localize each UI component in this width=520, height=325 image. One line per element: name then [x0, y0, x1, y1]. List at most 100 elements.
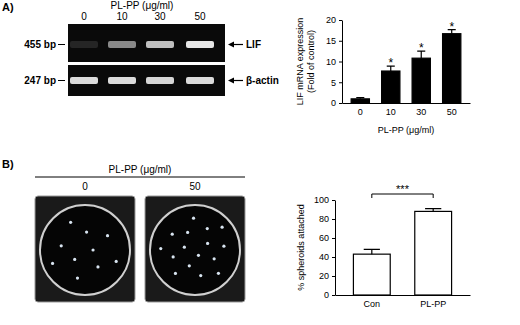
y-axis-title: % spheroids attached	[296, 204, 306, 291]
gel: PL-PP (μg/ml)0103050455 bpLIF247 bpβ-act…	[24, 0, 278, 96]
error-bar	[364, 249, 380, 254]
well-label: 50	[189, 181, 201, 192]
tick-mark	[339, 103, 342, 104]
well	[150, 205, 240, 295]
tick-label: 80	[319, 214, 329, 224]
significance: *	[419, 41, 424, 55]
error-bar	[425, 209, 441, 212]
tick-label: 40	[319, 252, 329, 262]
gel-band	[70, 77, 98, 84]
y-tick: 0	[324, 290, 335, 300]
gel-band	[108, 77, 136, 84]
x-axis: Con PL-PP	[336, 296, 471, 310]
y-tick: 5	[331, 78, 342, 88]
spheroid	[60, 244, 63, 247]
spheroid	[213, 257, 216, 260]
y-tick: 60	[319, 233, 335, 243]
well-frame	[35, 196, 135, 302]
y-tick: 10	[326, 57, 342, 67]
x-tick: 10	[386, 107, 396, 117]
tick-label: 50	[447, 107, 457, 117]
band-arrow-head	[228, 42, 234, 48]
y-tick: 80	[319, 214, 335, 224]
tick-label: 20	[326, 15, 336, 25]
plot-area	[351, 30, 461, 103]
x-axis-title: PL-PP (μg/ml)	[378, 125, 435, 135]
y-tick: 20	[326, 15, 342, 25]
spheroid	[171, 233, 174, 236]
spheroid	[222, 245, 225, 248]
spheroid	[186, 231, 189, 234]
spheroid	[192, 217, 195, 220]
spheroid	[76, 276, 79, 279]
bar	[412, 58, 430, 103]
annotation: ***	[396, 183, 410, 195]
y-axis: 05101520	[326, 15, 343, 108]
band-arrow-head	[228, 78, 234, 84]
significance: *	[449, 20, 454, 34]
axis-line	[335, 201, 336, 296]
tick-label: 10	[326, 57, 336, 67]
spheroid	[159, 247, 162, 250]
spheroid	[206, 227, 209, 230]
y-tick: 15	[326, 36, 342, 46]
tick-label: 30	[416, 107, 426, 117]
bar-chart: 051015200103050***LIF mRNA expression(Fo…	[295, 15, 471, 135]
well-label: 0	[82, 181, 88, 192]
tick-label: PL-PP	[420, 299, 446, 309]
tick-label: 0	[324, 290, 329, 300]
tick-mark	[339, 62, 342, 63]
x-tick: Con	[364, 299, 381, 309]
bar	[443, 34, 461, 103]
spheroid	[172, 255, 175, 258]
gel-band	[186, 77, 214, 84]
tick-mark	[339, 20, 342, 21]
spheroid	[91, 248, 94, 251]
spheroid	[51, 262, 54, 265]
gel-band	[108, 41, 136, 48]
lane-label: 0	[81, 11, 87, 22]
spheroid	[221, 226, 224, 229]
spheroid	[85, 230, 88, 233]
band-name: β-actin	[246, 75, 279, 86]
tick-mark	[339, 82, 342, 83]
band-dash	[58, 44, 65, 45]
figure: A)B)PL-PP (μg/ml)0103050455 bpLIF247 bpβ…	[0, 0, 520, 325]
band-dash	[58, 80, 65, 81]
tick-mark	[332, 238, 335, 239]
wells: PL-PP (μg/ml)050	[35, 164, 245, 302]
error-bar	[356, 98, 364, 99]
gel-band	[146, 41, 174, 48]
band-name: LIF	[246, 39, 261, 50]
plot-area	[353, 209, 451, 295]
y-axis: 020406080100	[314, 195, 336, 300]
tick-label: 100	[314, 195, 329, 205]
tick-mark	[332, 276, 335, 277]
x-tick: PL-PP	[420, 299, 446, 309]
title-rule	[35, 177, 245, 178]
bar-chart: 020406080100ConPL-PP***% spheroids attac…	[296, 183, 471, 309]
well-frame	[145, 196, 245, 302]
band-size: 247 bp	[24, 75, 56, 86]
gel-band	[146, 77, 174, 84]
spheroid	[199, 274, 202, 277]
lane-label: 10	[116, 11, 128, 22]
y-axis-title: LIF mRNA expression	[295, 18, 305, 106]
bar	[382, 71, 400, 103]
bar	[351, 99, 369, 103]
panel-label: A)	[2, 1, 14, 13]
tick-mark	[339, 41, 342, 42]
tick-label: 5	[331, 78, 336, 88]
spheroid	[217, 272, 220, 275]
spheroid	[96, 265, 99, 268]
lane-label: 30	[154, 11, 166, 22]
tick-label: 10	[386, 107, 396, 117]
y-axis-title: (Fold of control)	[306, 30, 316, 93]
spheroid	[183, 246, 186, 249]
axis-line	[343, 103, 471, 104]
tick-label: 60	[319, 233, 329, 243]
gel-band	[70, 41, 98, 48]
spheroid	[73, 258, 76, 261]
x-tick: 0	[358, 107, 363, 117]
tick-label: Con	[364, 299, 381, 309]
